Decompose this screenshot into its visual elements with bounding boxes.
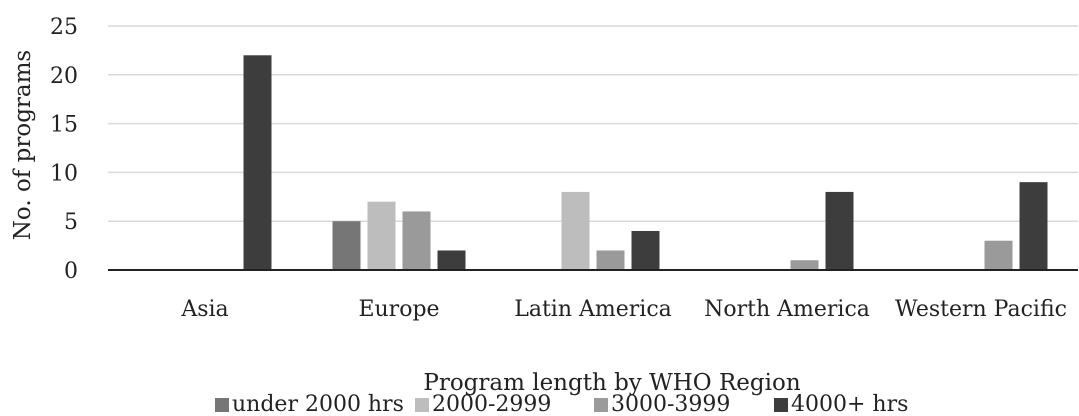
y-axis-title: No. of programs xyxy=(10,50,36,240)
legend-label: under 2000 hrs xyxy=(232,392,404,416)
legend-swatch xyxy=(415,398,429,412)
legend-label: 4000+ hrs xyxy=(791,392,908,416)
x-axis-title: Program length by WHO Region xyxy=(423,370,800,396)
bar xyxy=(631,230,660,270)
y-tick-label: 20 xyxy=(50,64,78,89)
bar xyxy=(402,211,431,270)
category-label: Western Pacific xyxy=(895,297,1067,322)
y-tick-label: 0 xyxy=(64,259,78,284)
legend-swatch xyxy=(774,398,788,412)
y-tick-label: 10 xyxy=(50,161,78,186)
legend-swatch xyxy=(215,398,229,412)
category-label: Europe xyxy=(358,297,439,322)
legend-swatch xyxy=(594,398,608,412)
category-label: North America xyxy=(704,297,870,322)
legend: under 2000 hrs 2000-2999 3000-3999 4000+ hr… xyxy=(215,392,908,416)
bar xyxy=(984,240,1013,270)
bar xyxy=(332,221,361,270)
bar xyxy=(1019,182,1048,270)
category-label: Latin America xyxy=(514,297,672,322)
bar xyxy=(790,260,819,270)
y-tick-label: 25 xyxy=(50,15,78,40)
y-tick-label: 5 xyxy=(64,210,78,235)
bar xyxy=(367,201,396,270)
bar xyxy=(437,250,466,270)
y-tick-labels: 0 5 10 15 20 25 xyxy=(50,15,78,284)
legend-label: 2000-2999 xyxy=(432,392,551,416)
legend-label: 3000-3999 xyxy=(611,392,730,416)
bar xyxy=(596,250,625,270)
category-labels: Asia Europe Latin America North America West… xyxy=(180,297,1067,322)
bars xyxy=(243,55,1048,270)
category-label: Asia xyxy=(180,297,228,322)
y-tick-label: 15 xyxy=(50,113,78,138)
bar xyxy=(825,191,854,270)
bar xyxy=(561,191,590,270)
bar xyxy=(243,55,272,270)
